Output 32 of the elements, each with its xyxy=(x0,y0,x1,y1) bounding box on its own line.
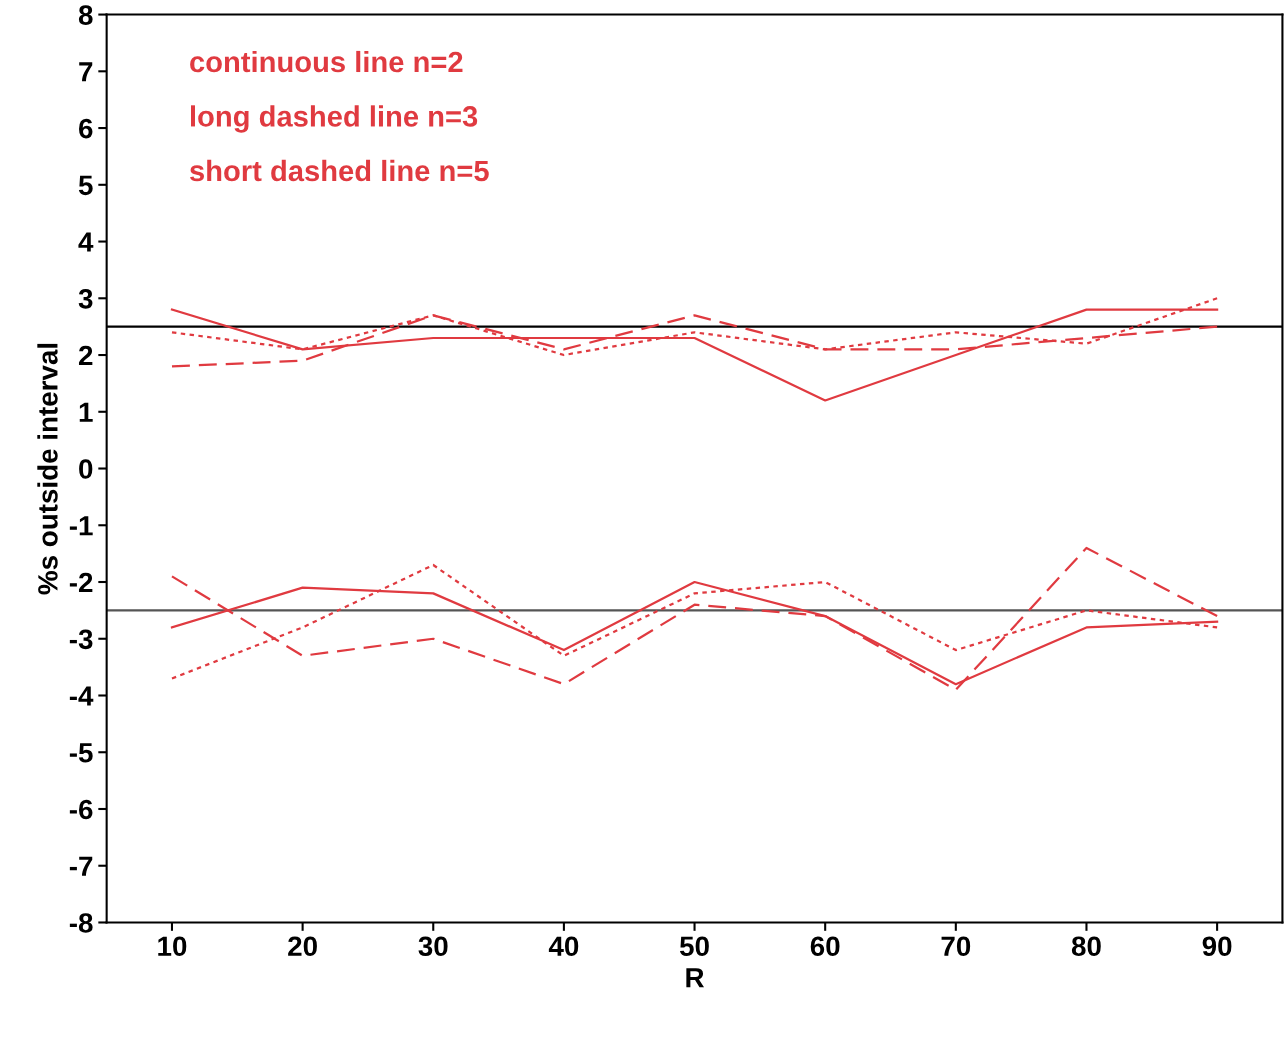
y-tick-label: 8 xyxy=(78,5,93,25)
y-axis-title: %s outside interval xyxy=(37,343,58,595)
y-tick-label: -8 xyxy=(69,913,93,933)
annotation: short dashed line n=5 xyxy=(189,159,489,182)
y-tick-label: -5 xyxy=(69,743,93,763)
x-tick-label: 20 xyxy=(288,936,317,957)
y-tick-label: 5 xyxy=(78,175,93,196)
x-tick-label: 90 xyxy=(1202,936,1232,957)
y-tick-label: 0 xyxy=(79,459,93,479)
x-tick-label: 70 xyxy=(941,936,971,957)
y-tick-label: 7 xyxy=(79,62,93,82)
x-tick-label: 80 xyxy=(1071,936,1101,957)
y-tick-label: -3 xyxy=(69,629,93,650)
x-axis-title: R xyxy=(686,968,704,988)
x-tick-label: 40 xyxy=(548,936,579,957)
x-tick-label: 50 xyxy=(679,936,709,957)
y-tick-label: -2 xyxy=(69,572,93,593)
x-tick-label: 10 xyxy=(158,936,187,957)
annotation: continuous line n=2 xyxy=(190,50,463,73)
x-tick-label: 60 xyxy=(810,936,840,957)
y-tick-label: 6 xyxy=(79,118,93,139)
annotation: long dashed line n=3 xyxy=(191,105,478,133)
y-tick-label: -7 xyxy=(69,856,93,876)
y-tick-label: -1 xyxy=(69,516,93,536)
y-tick-label: 1 xyxy=(79,402,93,422)
y-tick-label: 2 xyxy=(78,345,93,366)
y-tick-label: 3 xyxy=(78,288,93,309)
y-tick-label: -4 xyxy=(69,686,94,706)
y-tick-label: -6 xyxy=(69,799,93,820)
y-tick-label: 4 xyxy=(78,232,94,252)
x-tick-label: 30 xyxy=(418,936,448,957)
line-series xyxy=(170,546,1219,691)
